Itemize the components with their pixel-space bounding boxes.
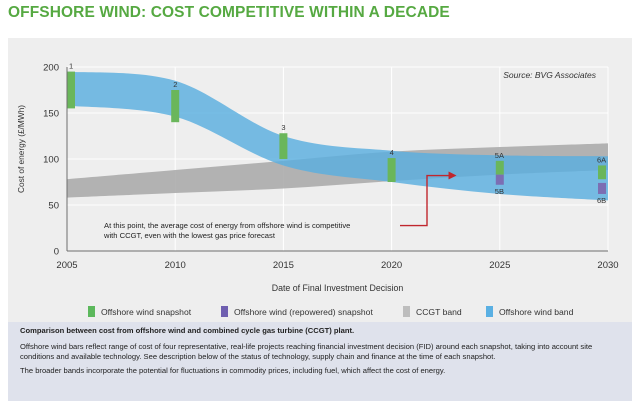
y-axis-label: Cost of energy (£/MWh)	[16, 105, 26, 193]
legend-label: Offshore wind band	[499, 306, 574, 317]
page-title: OFFSHORE WIND: COST COMPETITIVE WITHIN A…	[8, 4, 450, 21]
snapshot-bar	[598, 165, 606, 180]
snapshot-label: 5A	[495, 151, 504, 160]
legend-swatch-snapshot	[88, 306, 95, 317]
y-tick-label: 50	[48, 201, 59, 212]
source-label: Source: BVG Associates	[503, 70, 597, 80]
snapshot-bar	[279, 133, 288, 159]
snapshot-label: 5B	[495, 187, 504, 196]
legend-item-repowered: Offshore wind (repowered) snapshot	[221, 306, 373, 317]
legend-label: Offshore wind snapshot	[101, 306, 192, 317]
snapshot-bar	[387, 158, 396, 182]
info-paragraph: The broader bands incorporate the potent…	[20, 366, 446, 375]
snapshot-bar-repowered	[598, 182, 606, 194]
legend-label: CCGT band	[416, 306, 462, 317]
x-tick-label: 2015	[273, 260, 294, 271]
y-tick-label: 100	[43, 155, 59, 166]
legend-item-offshore-band: Offshore wind band	[486, 306, 573, 317]
annotation: At this point, the average cost of energ…	[103, 171, 457, 240]
chart: 1 2 3 4 5A 5B 6A 6B 0 50 100 150 200 2005 2010 2015 202…	[16, 62, 619, 294]
x-axis-label: Date of Final Investment Decision	[272, 283, 404, 293]
legend-swatch-repowered	[221, 306, 228, 317]
snapshot-label: 4	[390, 148, 394, 157]
x-tick-label: 2010	[165, 260, 186, 271]
x-tick-label: 2020	[381, 260, 402, 271]
info-paragraph: Offshore wind bars reflect range of cost…	[20, 342, 593, 361]
snapshot-bar-repowered	[495, 174, 504, 185]
legend-swatch-offshore-band	[486, 306, 493, 317]
annotation-arrowhead	[448, 171, 457, 180]
legend: Offshore wind snapshot Offshore wind (re…	[8, 302, 632, 322]
offshore-wind-band	[67, 71, 608, 201]
snapshot-label: 2	[173, 80, 177, 89]
info-box: Comparison between cost from offshore wi…	[8, 322, 632, 401]
axes: 0 50 100 150 200 2005 2010 2015 2020 2025 2030 Date…	[16, 63, 619, 294]
x-tick-label: 2030	[597, 260, 618, 271]
snapshot-bars: 1 2 3 4 5A 5B 6A 6B	[67, 62, 606, 205]
bands	[67, 71, 608, 201]
snapshot-bar	[495, 160, 504, 175]
snapshot-bar	[171, 90, 180, 123]
legend-swatch-ccgt	[403, 306, 410, 317]
legend-item-ccgt: CCGT band	[403, 306, 462, 317]
legend-label: Offshore wind (repowered) snapshot	[234, 306, 373, 317]
y-tick-label: 150	[43, 109, 59, 120]
snapshot-label: 6A	[597, 155, 606, 164]
x-tick-label: 2005	[56, 260, 77, 271]
annotation-arrow-line	[400, 174, 451, 227]
y-tick-label: 0	[54, 247, 59, 258]
legend-item-snapshot: Offshore wind snapshot	[88, 306, 191, 317]
annotation-line: At this point, the average cost of energ…	[104, 221, 350, 230]
info-heading: Comparison between cost from offshore wi…	[20, 326, 355, 335]
snapshot-label: 6B	[597, 196, 606, 205]
snapshot-label: 3	[281, 123, 285, 132]
annotation-line: with CCGT, even with the lowest gas pric…	[103, 231, 276, 240]
x-tick-label: 2025	[489, 260, 510, 271]
y-tick-label: 200	[43, 63, 59, 74]
snapshot-label: 1	[69, 62, 73, 71]
snapshot-bar	[67, 71, 75, 109]
